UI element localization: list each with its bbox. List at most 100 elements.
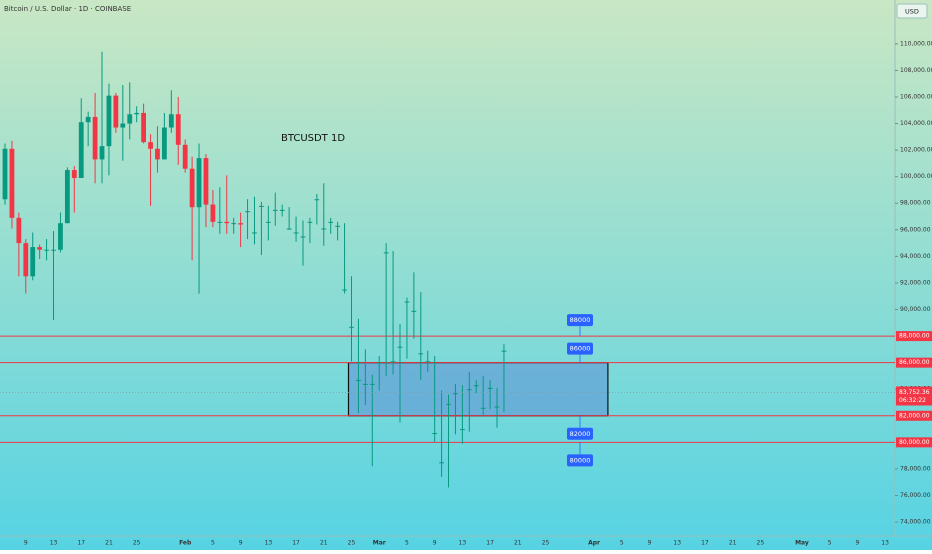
candle-body: [390, 361, 396, 363]
level-tag-box: [567, 314, 593, 327]
candle-body: [376, 362, 382, 364]
candle-body: [418, 353, 424, 355]
y-tick-label: 94,000.00: [900, 253, 931, 260]
level-tag: 80000: [570, 456, 591, 464]
candle-body: [113, 95, 119, 128]
candle-body: [30, 247, 36, 277]
candle-body: [453, 393, 458, 395]
x-tick-label: Mar: [373, 540, 386, 547]
candle-body: [252, 232, 257, 234]
y-tick-label: 108,000.00: [900, 67, 932, 74]
candle-body: [383, 252, 389, 254]
x-tick-label: 5: [211, 540, 215, 547]
candle-body: [23, 243, 29, 277]
candle-body: [487, 387, 493, 389]
candle-body: [71, 170, 77, 179]
candle-body: [64, 170, 70, 224]
x-tick-label: 13: [459, 540, 467, 547]
x-tick-label: May: [795, 540, 809, 547]
x-tick-label: 5: [405, 540, 409, 547]
y-tick-label: 90,000.00: [900, 306, 931, 313]
x-tick-label: 21: [105, 540, 113, 547]
last-price-box: [896, 386, 932, 406]
x-tick-label: 9: [239, 540, 243, 547]
x-tick-label: 21: [320, 540, 328, 547]
candle-body: [217, 221, 223, 223]
candle-body: [356, 379, 361, 381]
candle-body: [293, 232, 299, 234]
candle-body: [58, 223, 63, 250]
x-tick-label: 13: [50, 540, 58, 547]
candle-body: [148, 142, 153, 149]
candle-body: [335, 225, 341, 227]
last-price-label: 83,752.36: [899, 389, 930, 396]
candle-body: [286, 228, 292, 230]
level-label: 88,000.00: [899, 333, 930, 340]
level-tag: 86000: [570, 345, 591, 353]
x-tick-label: 5: [620, 540, 624, 547]
candle-body: [362, 383, 368, 385]
currency[interactable]: USD: [905, 8, 919, 16]
candle-body: [446, 403, 451, 405]
candle-body: [16, 217, 22, 244]
x-tick-label: 21: [514, 540, 522, 547]
candle-body: [307, 221, 313, 223]
candle-body: [78, 122, 84, 179]
chart-title: Bitcoin / U.S. Dollar · 1D · COINBASE: [4, 5, 131, 13]
candle-body: [397, 346, 403, 348]
candle-body: [245, 211, 250, 213]
y-tick-label: 78,000.00: [900, 465, 931, 472]
x-tick-label: 25: [542, 540, 550, 547]
candle-body: [141, 112, 146, 143]
level-label: 80,000.00: [899, 439, 930, 446]
candle-body: [161, 127, 167, 160]
candle-body: [44, 249, 49, 251]
level-label-box: [896, 331, 932, 342]
candle-body: [466, 389, 472, 391]
x-tick-label: 17: [292, 540, 300, 547]
level-label: 82,000.00: [899, 412, 930, 419]
candle-body: [92, 116, 98, 160]
y-tick-label: 110,000.00: [900, 40, 932, 47]
x-tick-label: Feb: [179, 540, 192, 547]
y-tick-label: 102,000.00: [900, 147, 932, 154]
candle-body: [85, 116, 91, 123]
level-label: 86,000.00: [899, 359, 930, 366]
candle-body: [182, 144, 188, 169]
currency-box[interactable]: [896, 3, 928, 19]
candle-body: [480, 407, 486, 409]
x-tick-label: 9: [433, 540, 437, 547]
candle-body: [459, 429, 465, 431]
candle-body: [501, 350, 507, 352]
candle-body: [127, 114, 133, 124]
candle-body: [51, 249, 56, 251]
candle-body: [196, 158, 202, 208]
x-tick-label: 25: [757, 540, 765, 547]
y-tick-label: 76,000.00: [900, 492, 931, 499]
candle-body: [314, 199, 320, 201]
candle-body: [259, 205, 264, 207]
candle-body: [411, 310, 417, 312]
zone: [347, 362, 609, 417]
countdown: 06:32:22: [899, 397, 926, 404]
y-tick-label: 96,000.00: [900, 226, 931, 233]
x-tick-label: 13: [265, 540, 273, 547]
candle-body: [321, 228, 327, 230]
y-tick-label: 100,000.00: [900, 173, 932, 180]
candle-body: [189, 168, 195, 208]
x-tick-label: 17: [77, 540, 85, 547]
x-tick-label: 17: [701, 540, 709, 547]
y-tick-label: 104,000.00: [900, 120, 932, 127]
level-label-box: [896, 437, 932, 448]
candle-body: [37, 247, 43, 250]
level-tag: 88000: [570, 316, 591, 324]
x-tick-label: 9: [648, 540, 652, 547]
y-tick-label: 106,000.00: [900, 93, 932, 100]
x-tick-label: 9: [855, 540, 859, 547]
candle-body: [369, 383, 375, 385]
x-tick-label: Apr: [588, 540, 600, 547]
x-tick-label: 13: [673, 540, 681, 547]
candle-body: [210, 204, 216, 222]
candle-body: [404, 301, 410, 303]
x-tick-label: 25: [133, 540, 141, 547]
